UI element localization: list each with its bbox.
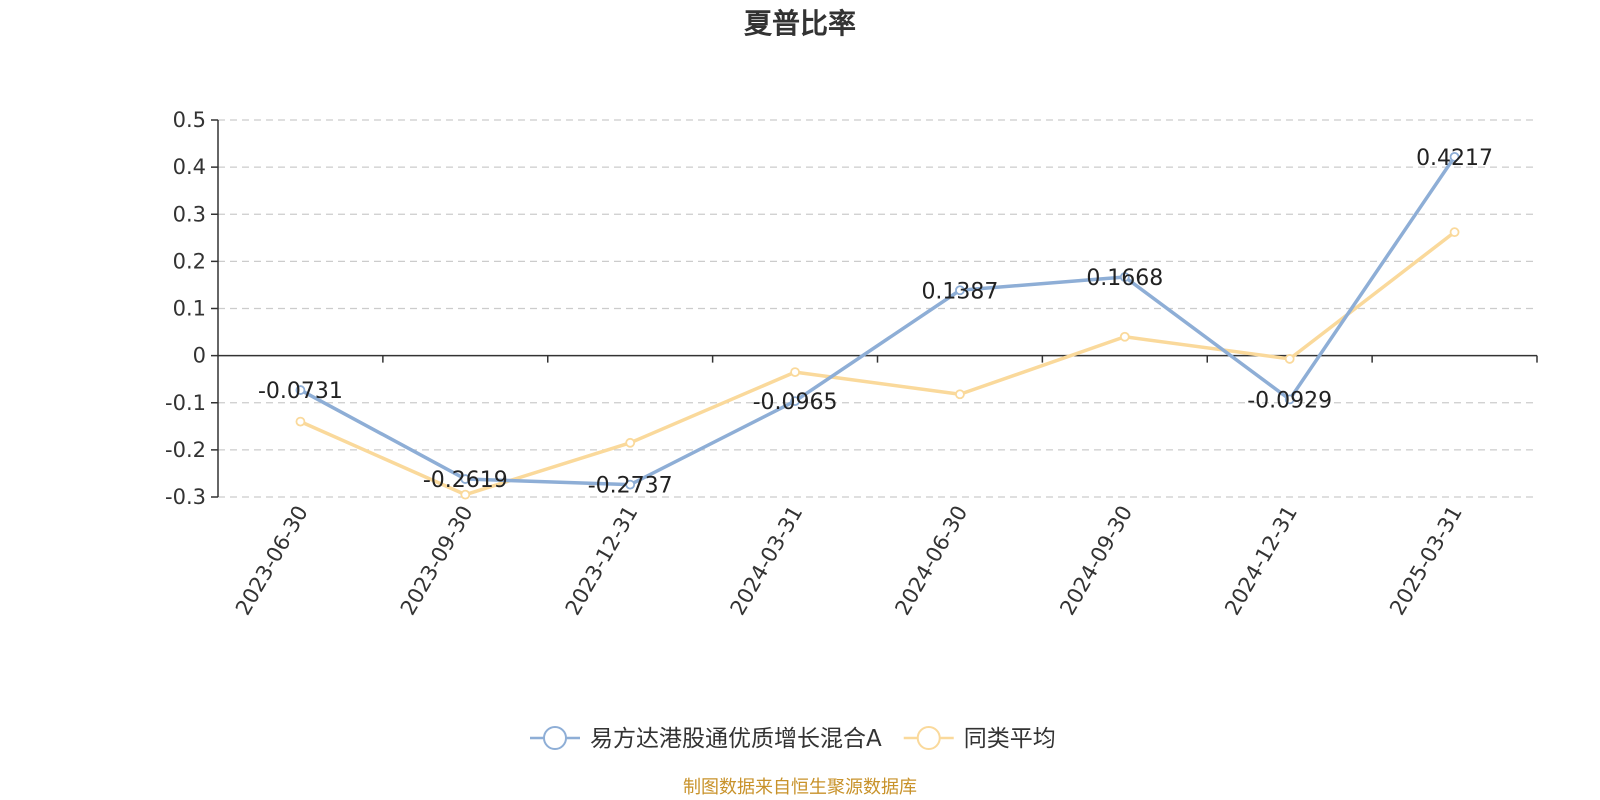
data-label: -0.2619 [423,468,508,493]
legend-marker [916,726,941,750]
series-line-0 [298,155,1457,487]
y-tick-label: 0.2 [173,249,206,273]
series-point-0[interactable] [1119,272,1130,282]
data-label: 0.4217 [1416,146,1493,171]
y-tick-label: 0 [193,344,206,368]
legend-label: 易方达港股通优质增长混合A [590,726,882,752]
x-tick-label: 2025-03-31 [1385,502,1467,620]
series-point-0[interactable] [625,479,636,490]
y-tick-label: -0.2 [165,438,206,462]
y-tick-label: 0.3 [173,202,206,226]
data-label: -0.0929 [1247,388,1332,413]
data-labels: -0.0731 -0.2619 -0.2737 -0.0965 0.1387 0.1668… [258,146,1493,499]
legend[interactable]: 易方达港股通优质增长混合A 同类平均 [530,726,1056,752]
series-point-1[interactable] [1449,227,1460,238]
series-line-1 [298,230,1457,497]
series-point-1[interactable] [1119,331,1130,342]
x-tick-label: 2024-06-30 [890,502,972,620]
x-tick-label: 2024-03-31 [726,502,808,620]
y-tick-label: -0.1 [165,391,206,415]
series-point-1[interactable] [625,437,636,448]
series-point-1[interactable] [295,416,306,427]
legend-item-1[interactable]: 同类平均 [903,726,1056,752]
series-point-1[interactable] [790,367,800,378]
data-label: -0.2737 [588,474,673,499]
y-tick-label: 0.5 [173,108,206,132]
data-label: 0.1387 [921,279,998,304]
series-point-0[interactable] [955,285,965,296]
y-tick-label: 0.4 [173,155,206,179]
x-tick-label: 2023-06-30 [231,502,313,620]
x-tick-label: 2023-09-30 [396,502,478,620]
y-tick-label: -0.3 [165,485,206,509]
legend-label: 同类平均 [964,726,1056,752]
x-tick-label: 2024-12-31 [1220,502,1302,620]
chart-title: 夏普比率 [744,7,856,40]
source-note: 制图数据来自恒生聚源数据库 [683,777,917,798]
y-tick-label: 0.1 [173,297,206,321]
series-layer [295,151,1460,500]
legend-marker [543,726,567,750]
series-point-0[interactable] [790,396,800,407]
data-label: -0.0965 [753,390,838,415]
series-point-1[interactable] [460,489,471,500]
x-tick-label: 2024-09-30 [1055,502,1137,620]
series-point-0[interactable] [1449,151,1460,162]
series-point-1[interactable] [1284,354,1295,364]
grid-lines [218,119,1537,498]
series-point-0[interactable] [295,385,306,395]
y-axis-ticks: 0.5 0.4 0.3 0.2 0.1 0 -0.1 -0.2 -0.3 [165,108,218,509]
data-label: -0.0731 [258,379,343,404]
series-point-1[interactable] [955,389,965,400]
series-point-0[interactable] [460,474,471,484]
series-point-0[interactable] [1284,394,1295,405]
x-tick-label: 2023-12-31 [561,502,643,620]
data-label: 0.1668 [1086,266,1163,291]
legend-item-0[interactable]: 易方达港股通优质增长混合A [530,726,882,752]
